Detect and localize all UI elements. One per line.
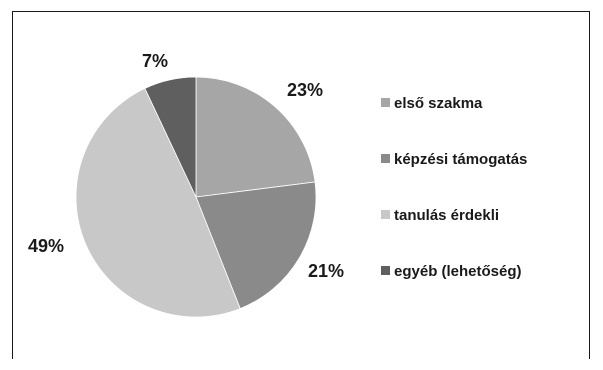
legend: első szakma képzési támogatás tanulás érde… [381, 95, 527, 280]
pie-slice-2 [195, 181, 317, 310]
value-label-1: 23% [287, 80, 323, 100]
legend-swatch-3 [381, 210, 390, 219]
pie-slice-4 [144, 76, 197, 198]
legend-label-2: képzési támogatás [394, 151, 527, 168]
pie-slices [75, 76, 317, 318]
legend-swatch-1 [381, 98, 390, 107]
pie-slice-1 [195, 76, 316, 198]
legend-label-4: egyéb (lehetőség) [394, 263, 522, 280]
legend-swatch-4 [381, 266, 390, 275]
chart-frame [12, 11, 590, 359]
value-label-2: 21% [308, 261, 344, 281]
legend-label-3: tanulás érdekli [394, 207, 499, 224]
pie-slice-3 [75, 87, 241, 318]
pie-value-labels: 23% 21% 49% 7% [28, 51, 344, 281]
legend-label-1: első szakma [394, 95, 483, 112]
legend-swatch-2 [381, 154, 390, 163]
value-label-3: 49% [28, 236, 64, 256]
value-label-4: 7% [142, 51, 168, 71]
